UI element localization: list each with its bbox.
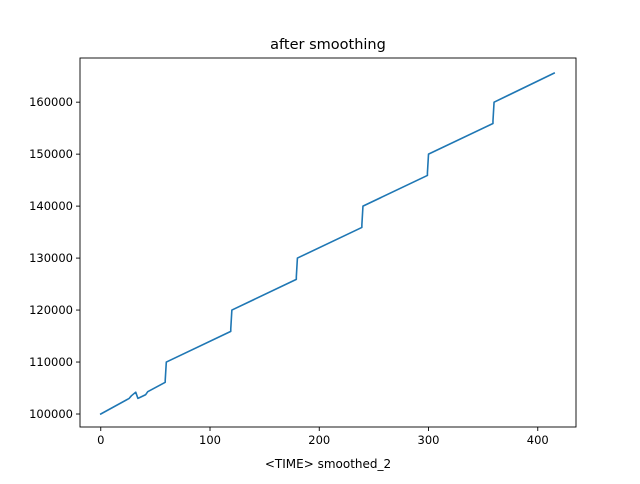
x-tick-label: 200 <box>308 433 330 447</box>
y-tick-label: 160000 <box>29 95 73 109</box>
y-tick-label: 110000 <box>29 355 73 369</box>
y-tick-label: 120000 <box>29 303 73 317</box>
x-axis-label: <TIME> smoothed_2 <box>265 457 391 471</box>
plot-area: 0 100 200 300 400 100000 110000 120000 130000 140… <box>29 57 577 447</box>
y-tick-label: 130000 <box>29 251 73 265</box>
x-tick-label: 300 <box>418 433 440 447</box>
y-tick-label: 150000 <box>29 147 73 161</box>
chart-title: after smoothing <box>270 37 386 53</box>
x-tick-label: 400 <box>527 433 549 447</box>
series-line-0 <box>99 72 556 416</box>
x-tick-label: 100 <box>199 433 221 447</box>
axes-frame <box>79 57 577 428</box>
y-tick-label: 100000 <box>29 407 73 421</box>
x-tick-label: 0 <box>97 433 104 447</box>
y-tick-label: 140000 <box>29 199 73 213</box>
